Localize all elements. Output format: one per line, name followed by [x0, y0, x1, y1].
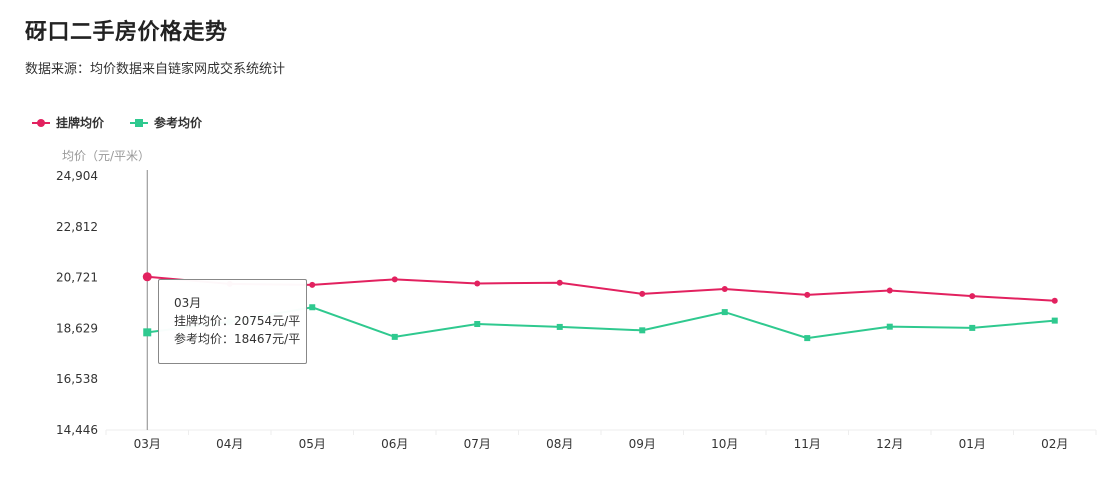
- chart-legend: 挂牌均价 参考均价: [32, 114, 202, 131]
- data-point-listing: [556, 279, 563, 286]
- data-point-listing: [886, 287, 893, 294]
- legend-item-listing[interactable]: 挂牌均价: [32, 114, 104, 131]
- data-point-listing: [309, 281, 316, 288]
- data-tooltip: 03月 挂牌均价：20754元/平 参考均价：18467元/平: [158, 279, 307, 364]
- data-point-reference: [391, 333, 398, 340]
- x-tick-label: 03月: [134, 437, 161, 451]
- data-point-reference: [886, 323, 893, 330]
- legend-item-reference[interactable]: 参考均价: [130, 114, 202, 131]
- y-tick-label: 18,629: [56, 321, 98, 335]
- x-tick-label: 06月: [381, 437, 408, 451]
- tooltip-reference-price: 参考均价：18467元/平: [174, 332, 301, 346]
- data-point-listing: [639, 290, 646, 297]
- data-point-reference: [969, 324, 976, 331]
- data-point-reference: [556, 323, 563, 330]
- legend-label-listing: 挂牌均价: [56, 116, 105, 130]
- data-point-reference: [721, 309, 728, 316]
- y-tick-label: 24,904: [56, 169, 98, 183]
- legend-swatch-reference: [130, 118, 149, 127]
- data-point-listing: [474, 280, 481, 287]
- data-point-listing: [391, 276, 398, 283]
- y-tick-label: 20,721: [56, 271, 98, 285]
- legend-label-reference: 参考均价: [154, 116, 203, 130]
- x-tick-label: 02月: [1041, 437, 1068, 451]
- page-title: 砑口二手房价格走势: [25, 20, 228, 45]
- data-point-listing: [721, 286, 728, 293]
- data-point-listing: [969, 293, 976, 300]
- data-point-reference: [309, 304, 316, 311]
- data-point-reference: [143, 328, 152, 337]
- data-point-reference: [804, 335, 811, 342]
- data-point-reference: [474, 321, 481, 328]
- x-tick-label: 12月: [876, 437, 903, 451]
- data-point-reference: [1051, 317, 1058, 324]
- legend-swatch-listing: [32, 118, 50, 127]
- x-tick-label: 11月: [794, 437, 821, 451]
- data-point-listing: [142, 272, 152, 282]
- data-source-note: 数据来源：均价数据来自链家网成交系统统计: [25, 62, 286, 77]
- y-tick-label: 16,538: [56, 372, 98, 386]
- x-tick-label: 04月: [216, 437, 243, 451]
- data-point-reference: [639, 327, 646, 334]
- x-tick-label: 08月: [546, 437, 573, 451]
- x-tick-label: 09月: [629, 437, 656, 451]
- x-tick-label: 07月: [464, 437, 491, 451]
- data-point-listing: [804, 291, 811, 298]
- tooltip-month: 03月: [174, 296, 202, 310]
- y-axis-title: 均价（元/平米）: [62, 149, 150, 163]
- y-tick-label: 14,446: [56, 423, 98, 437]
- data-point-listing: [1051, 297, 1058, 304]
- x-tick-label: 05月: [299, 437, 326, 451]
- tooltip-listing-price: 挂牌均价：20754元/平: [174, 314, 301, 328]
- y-tick-label: 22,812: [56, 220, 98, 234]
- x-tick-label: 01月: [959, 437, 986, 451]
- x-tick-label: 10月: [711, 437, 738, 451]
